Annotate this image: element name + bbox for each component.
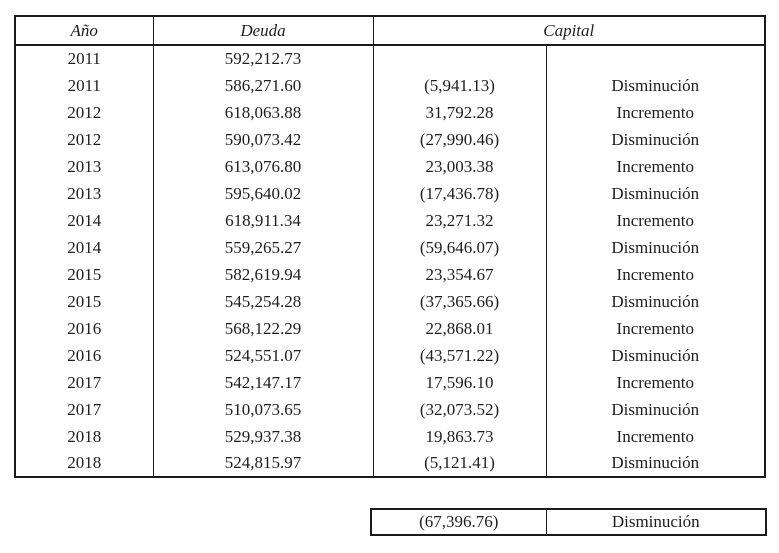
summary-capital-value: (67,396.76) — [371, 509, 547, 535]
cell-capital-value: 23,271.32 — [373, 207, 547, 234]
header-year: Año — [15, 16, 154, 46]
cell-year: 2018 — [15, 423, 154, 450]
cell-debt: 590,073.42 — [153, 126, 374, 153]
table-row: 2015 545,254.28 (37,365.66) Disminución — [15, 288, 765, 315]
cell-year: 2017 — [15, 396, 154, 423]
table-row: 2013 613,076.80 23,003.38 Incremento — [15, 153, 765, 180]
table-row: 2017 542,147.17 17,596.10 Incremento — [15, 369, 765, 396]
header-capital: Capital — [373, 16, 766, 46]
cell-debt: 586,271.60 — [153, 72, 374, 99]
table-row: 2018 524,815.97 (5,121.41) Disminución — [15, 450, 765, 477]
cell-capital-label: Incremento — [616, 426, 694, 446]
cell-capital-label: Disminución — [611, 129, 700, 149]
table-row: 2012 590,073.42 (27,990.46) Disminución — [15, 126, 765, 153]
cell-capital-value: 23,354.67 — [373, 261, 547, 288]
cell-capital-label: Disminución — [611, 183, 700, 203]
table-row: 2018 529,937.38 19,863.73 Incremento — [15, 423, 765, 450]
cell-debt: 568,122.29 — [153, 315, 374, 342]
cell-capital-label: Disminución — [611, 237, 700, 257]
cell-capital-label: Incremento — [616, 318, 694, 338]
cell-capital-label: Incremento — [616, 210, 694, 230]
cell-capital-label: Disminución — [611, 291, 700, 311]
cell-capital-value: 31,792.28 — [373, 99, 547, 126]
header-debt: Deuda — [153, 16, 374, 46]
cell-year: 2016 — [15, 342, 154, 369]
cell-capital-value: (43,571.22) — [373, 342, 547, 369]
table-row: 2011 586,271.60 (5,941.13) Disminución — [15, 72, 765, 99]
cell-debt: 595,640.02 — [153, 180, 374, 207]
cell-capital-value: (5,121.41) — [373, 450, 547, 477]
table-row: 2012 618,063.88 31,792.28 Incremento — [15, 99, 765, 126]
header-row: Año Deuda Capital — [15, 16, 766, 46]
cell-capital-value: 23,003.38 — [373, 153, 547, 180]
table-row: 2017 510,073.65 (32,073.52) Disminución — [15, 396, 765, 423]
cell-capital-value: (37,365.66) — [373, 288, 547, 315]
table-row: 2016 524,551.07 (43,571.22) Disminución — [15, 342, 765, 369]
cell-capital-label: Disminución — [611, 399, 700, 419]
cell-debt: 529,937.38 — [153, 423, 374, 450]
cell-capital-label: Disminución — [611, 75, 700, 95]
cell-capital-label: Incremento — [616, 156, 694, 176]
cell-year: 2012 — [15, 126, 154, 153]
cell-capital-value: (59,646.07) — [373, 234, 547, 261]
cell-year: 2012 — [15, 99, 154, 126]
debt-capital-table: Año Deuda Capital 2011 592,212.73 2011 586,… — [14, 15, 767, 478]
table-row: 2014 559,265.27 (59,646.07) Disminución — [15, 234, 765, 261]
cell-debt: 545,254.28 — [153, 288, 374, 315]
cell-capital-value: (27,990.46) — [373, 126, 547, 153]
table-body: 2011 592,212.73 2011 586,271.60 (5,941.13) Di… — [15, 45, 765, 477]
cell-capital-value: 19,863.73 — [373, 423, 547, 450]
table-row: 2011 592,212.73 — [15, 45, 765, 72]
cell-year: 2011 — [15, 45, 154, 72]
cell-capital-label: Disminución — [611, 453, 700, 472]
cell-capital-label: Incremento — [616, 102, 694, 122]
cell-year: 2017 — [15, 369, 154, 396]
table-row: 2013 595,640.02 (17,436.78) Disminución — [15, 180, 765, 207]
table-row: 2014 618,911.34 23,271.32 Incremento — [15, 207, 765, 234]
table-row: 2015 582,619.94 23,354.67 Incremento — [15, 261, 765, 288]
table-header: Año Deuda Capital — [15, 16, 766, 46]
cell-debt: 510,073.65 — [153, 396, 374, 423]
cell-debt: 613,076.80 — [153, 153, 374, 180]
cell-capital-value: (32,073.52) — [373, 396, 547, 423]
cell-debt: 618,063.88 — [153, 99, 374, 126]
summary-capital-label: Disminución — [611, 512, 700, 531]
cell-debt: 582,619.94 — [153, 261, 374, 288]
cell-capital-value: 17,596.10 — [373, 369, 547, 396]
summary-table: (67,396.76) Disminución — [370, 508, 767, 536]
cell-debt: 618,911.34 — [153, 207, 374, 234]
cell-year: 2016 — [15, 315, 154, 342]
cell-capital-value: (17,436.78) — [373, 180, 547, 207]
cell-capital-label: Incremento — [616, 372, 694, 392]
table-row: 2016 568,122.29 22,868.01 Incremento — [15, 315, 765, 342]
cell-debt: 524,551.07 — [153, 342, 374, 369]
cell-year: 2015 — [15, 288, 154, 315]
cell-year: 2018 — [15, 450, 154, 477]
summary-row: (67,396.76) Disminución — [371, 509, 766, 535]
cell-debt: 542,147.17 — [153, 369, 374, 396]
cell-year: 2013 — [15, 180, 154, 207]
cell-capital-value: 22,868.01 — [373, 315, 547, 342]
cell-capital-label: Incremento — [616, 264, 694, 284]
cell-year: 2015 — [15, 261, 154, 288]
cell-debt: 524,815.97 — [153, 450, 374, 477]
cell-debt: 592,212.73 — [153, 45, 374, 72]
cell-capital-label — [546, 45, 765, 72]
cell-year: 2011 — [15, 72, 154, 99]
cell-capital-label: Disminución — [611, 345, 700, 365]
cell-year: 2014 — [15, 207, 154, 234]
cell-year: 2014 — [15, 234, 154, 261]
cell-year: 2013 — [15, 153, 154, 180]
cell-capital-value — [373, 45, 547, 72]
cell-capital-value: (5,941.13) — [373, 72, 547, 99]
cell-debt: 559,265.27 — [153, 234, 374, 261]
